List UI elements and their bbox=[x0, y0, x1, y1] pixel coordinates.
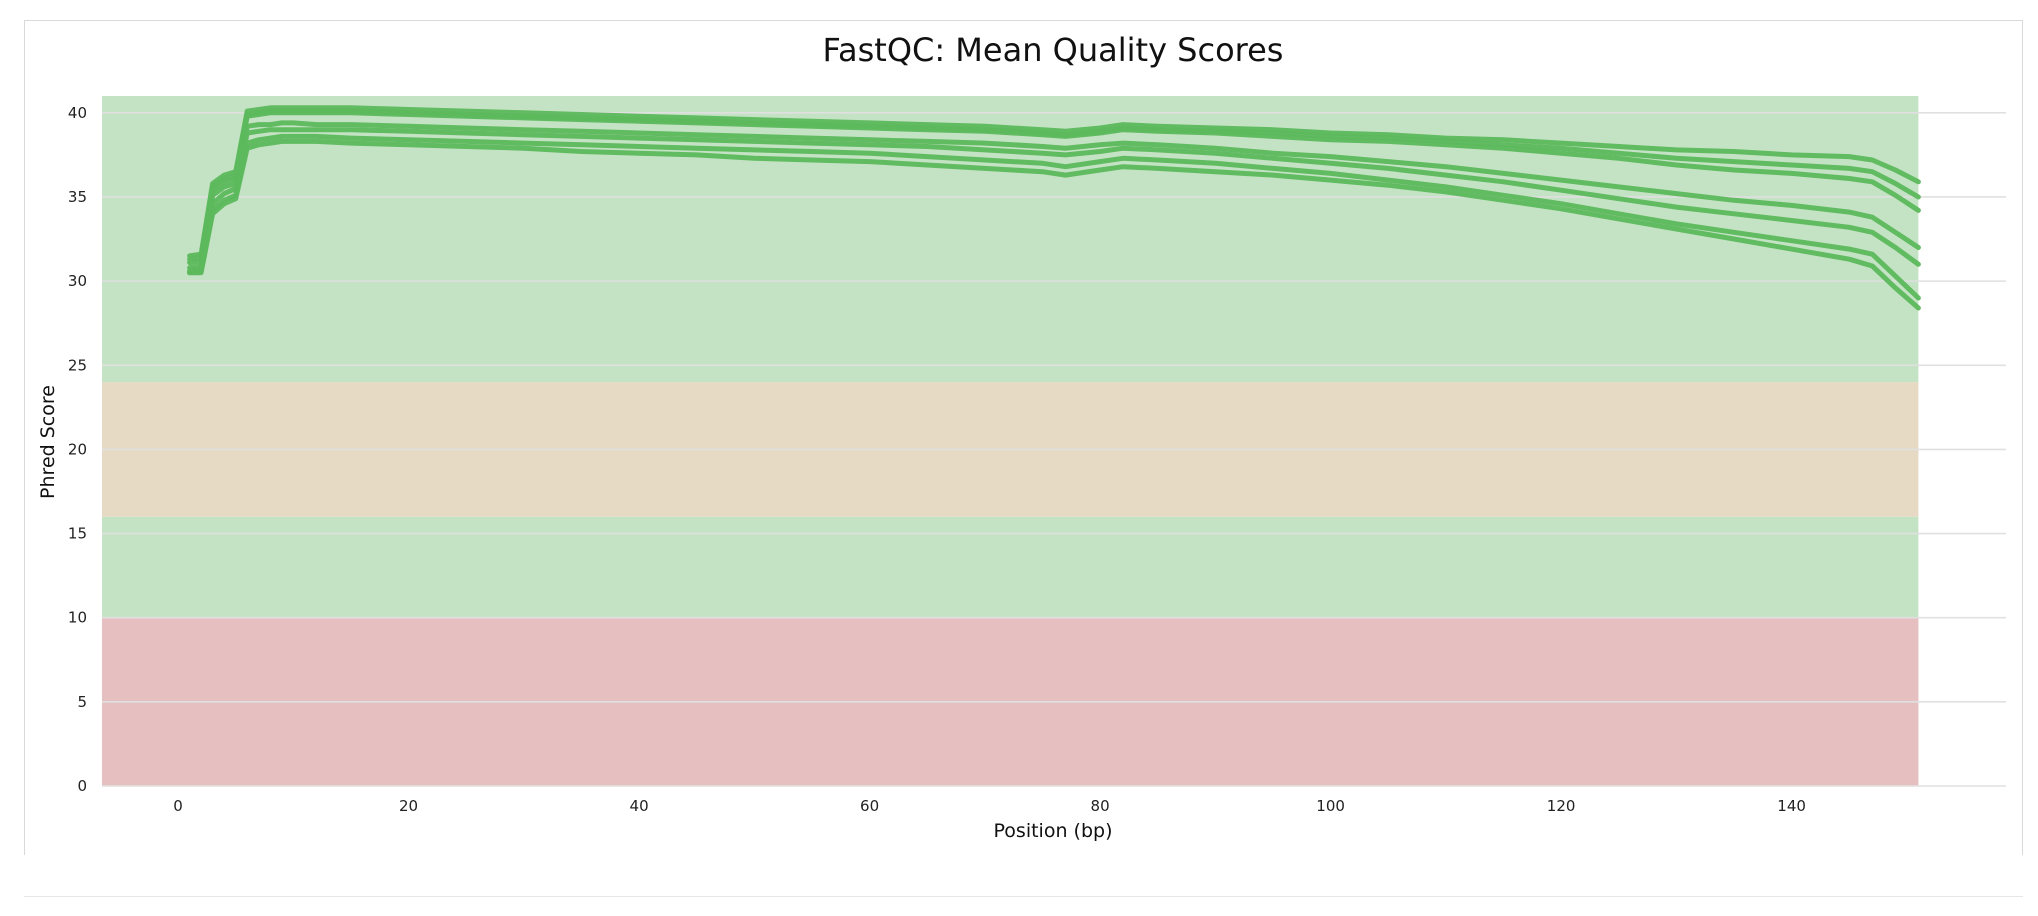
y-axis-label: Phred Score bbox=[37, 385, 59, 499]
series-line-5 bbox=[187, 133, 1921, 301]
chart-panel bbox=[24, 20, 2023, 855]
x-tick-label-40: 40 bbox=[630, 797, 649, 815]
y-tick-label-30: 30 bbox=[68, 272, 87, 290]
series-lines bbox=[187, 105, 1921, 311]
series-line-0 bbox=[187, 105, 1921, 259]
y-tick-label-20: 20 bbox=[68, 440, 87, 458]
x-tick-labels: 0 20 40 60 80 100 120 140 bbox=[173, 797, 1806, 815]
y-tick-label-40: 40 bbox=[68, 104, 87, 122]
y-tick-label-25: 25 bbox=[68, 356, 87, 374]
y-tick-label-5: 5 bbox=[77, 693, 87, 711]
y-tick-labels: 0 5 10 15 20 25 30 35 40 bbox=[68, 104, 87, 795]
chart-title: FastQC: Mean Quality Scores bbox=[823, 31, 1284, 69]
series-line-3 bbox=[187, 120, 1921, 271]
quality-bands bbox=[102, 96, 1919, 786]
x-tick-label-0: 0 bbox=[173, 797, 183, 815]
x-tick-label-100: 100 bbox=[1316, 797, 1345, 815]
y-tick-label-10: 10 bbox=[68, 609, 87, 627]
quality-band-1 bbox=[102, 516, 1919, 618]
y-tick-label-0: 0 bbox=[77, 777, 87, 795]
series-line-6 bbox=[187, 138, 1921, 311]
y-tick-label-15: 15 bbox=[68, 525, 87, 543]
panel-divider bbox=[24, 896, 2023, 897]
x-tick-label-20: 20 bbox=[399, 797, 418, 815]
x-tick-label-80: 80 bbox=[1091, 797, 1110, 815]
series-line-4 bbox=[187, 127, 1921, 274]
x-tick-label-140: 140 bbox=[1777, 797, 1806, 815]
x-tick-label-60: 60 bbox=[860, 797, 879, 815]
x-axis-label: Position (bp) bbox=[994, 820, 1113, 842]
x-tick-label-120: 120 bbox=[1547, 797, 1576, 815]
y-tick-label-35: 35 bbox=[68, 188, 87, 206]
series-line-2 bbox=[187, 110, 1921, 266]
